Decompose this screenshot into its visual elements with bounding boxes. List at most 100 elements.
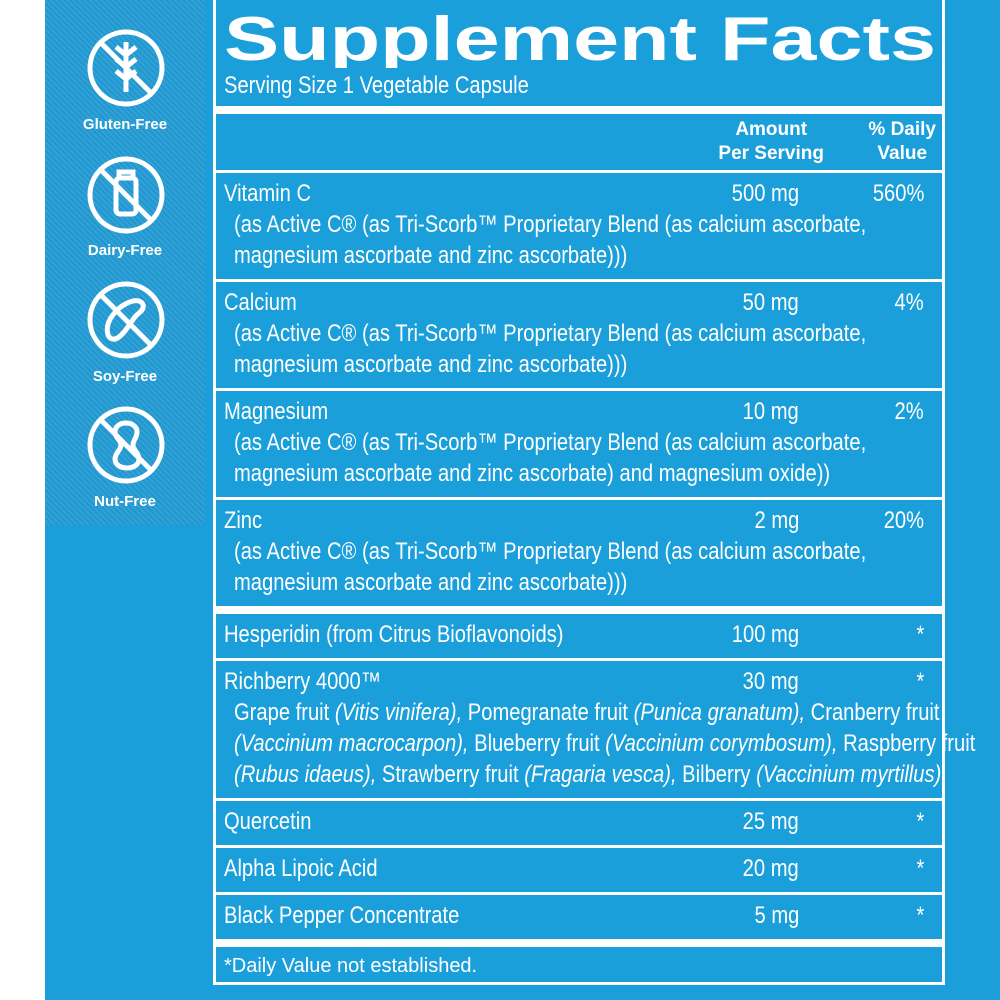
daily-value-text: * bbox=[916, 855, 924, 882]
description-segment: (Vaccinium myrtillus) bbox=[756, 761, 942, 788]
description-segment: (Vaccinium macrocarpon), bbox=[234, 730, 469, 757]
description-text: magnesium ascorbate and zinc ascorbate))… bbox=[234, 242, 628, 269]
description-segment: Pomegranate fruit bbox=[462, 699, 634, 726]
title: Supplement Facts bbox=[224, 5, 936, 68]
nutrient-row: Alpha Lipoic Acid 20 mg * bbox=[216, 848, 942, 895]
title-box: Supplement Facts bbox=[224, 5, 936, 68]
nutrient-name: Vitamin C bbox=[224, 179, 942, 209]
nutrient-name: Hesperidin (from Citrus Bioflavonoids) bbox=[224, 620, 942, 650]
footnote-text: *Daily Value not established. bbox=[224, 955, 478, 977]
description-segment: (Punica granatum), bbox=[633, 699, 806, 726]
nutrient-name: Magnesium bbox=[224, 397, 942, 427]
column-header: Amount Per Serving % Daily Value bbox=[216, 114, 942, 173]
description-segment: Cranberry fruit bbox=[805, 699, 940, 726]
gluten-icon bbox=[87, 29, 165, 107]
amount: 20 mg bbox=[732, 854, 799, 884]
description-text: (Vaccinium macrocarpon), Blueberry fruit… bbox=[234, 728, 975, 759]
amount-header: Amount Per Serving bbox=[718, 118, 824, 166]
nutrient-name-text: Vitamin C bbox=[224, 180, 312, 207]
daily-value-text: * bbox=[916, 808, 924, 835]
daily-value-text: * bbox=[916, 668, 924, 695]
nutrient-name: Richberry 4000™ bbox=[224, 667, 942, 697]
nutrient-row: Hesperidin (from Citrus Bioflavonoids) 10… bbox=[216, 614, 942, 661]
description-segment: (Vaccinium corymbosum), bbox=[605, 730, 838, 757]
dairy-icon bbox=[87, 156, 165, 234]
facts-panel: Supplement Facts Serving Size 1 Vegetabl… bbox=[213, 0, 975, 985]
amount: 2 mg bbox=[746, 506, 799, 536]
description-text: (as Active C® (as Tri-Scorb™ Proprietary… bbox=[234, 538, 867, 565]
amount-text: 100 mg bbox=[731, 621, 799, 648]
amount-text: 25 mg bbox=[742, 808, 799, 835]
description-segment: Raspberry fruit bbox=[837, 730, 976, 757]
description-line: (as Active C® (as Tri-Scorb™ Proprietary… bbox=[224, 536, 942, 567]
description-line: magnesium ascorbate and zinc ascorbate) … bbox=[224, 458, 942, 489]
facts-body: Vitamin C 500 mg 560% (as Active C® (as Tri… bbox=[216, 173, 975, 947]
description-line: Grape fruit (Vitis vinifera), Pomegranat… bbox=[224, 697, 942, 728]
daily-value: 560% bbox=[863, 179, 924, 209]
header-line: % Daily bbox=[868, 119, 936, 140]
daily-value-text: 4% bbox=[894, 289, 924, 316]
nutrient-name: Alpha Lipoic Acid bbox=[224, 854, 942, 884]
description-line: magnesium ascorbate and zinc ascorbate))… bbox=[224, 567, 942, 598]
amount-text: 10 mg bbox=[742, 398, 799, 425]
daily-value: 20% bbox=[876, 506, 924, 536]
daily-value-text: 20% bbox=[883, 507, 924, 534]
daily-value: 2% bbox=[889, 397, 924, 427]
amount: 500 mg bbox=[719, 179, 799, 209]
badge-icons bbox=[87, 29, 165, 484]
description-line: (Vaccinium macrocarpon), Blueberry fruit… bbox=[224, 728, 975, 759]
nutrient-row: Vitamin C 500 mg 560% (as Active C® (as Tri… bbox=[216, 173, 942, 282]
description-line: (Rubus idaeus), Strawberry fruit (Fragar… bbox=[224, 759, 942, 790]
description-segment: (Rubus idaeus), bbox=[234, 761, 377, 788]
nutrient-name-text: Magnesium bbox=[224, 398, 329, 425]
description-text: Grape fruit (Vitis vinifera), Pomegranat… bbox=[234, 697, 940, 728]
description-text: (as Active C® (as Tri-Scorb™ Proprietary… bbox=[234, 429, 867, 456]
daily-value: * bbox=[915, 854, 924, 884]
amount-text: 500 mg bbox=[731, 180, 799, 207]
description-segment: Blueberry fruit bbox=[468, 730, 606, 757]
description-text: (as Active C® (as Tri-Scorb™ Proprietary… bbox=[234, 211, 867, 238]
description-line: magnesium ascorbate and zinc ascorbate))… bbox=[224, 240, 942, 271]
nutrient-row: Zinc 2 mg 20% (as Active C® (as Tri-Scorb™ … bbox=[216, 500, 942, 606]
daily-value-text: * bbox=[916, 902, 924, 929]
nutrient-name: Quercetin bbox=[224, 807, 942, 837]
section: Vitamin C 500 mg 560% (as Active C® (as Tri… bbox=[216, 173, 942, 614]
description-segment: Strawberry fruit bbox=[376, 761, 525, 788]
serving-size: Serving Size 1 Vegetable Capsule bbox=[216, 68, 942, 114]
amount-text: 2 mg bbox=[754, 507, 799, 534]
description-text: magnesium ascorbate and zinc ascorbate))… bbox=[234, 569, 628, 596]
amount: 10 mg bbox=[732, 397, 799, 427]
description-text: magnesium ascorbate and zinc ascorbate))… bbox=[234, 351, 628, 378]
daily-value: * bbox=[915, 667, 924, 697]
amount-text: 50 mg bbox=[742, 289, 799, 316]
section: Hesperidin (from Citrus Bioflavonoids) 10… bbox=[216, 614, 975, 947]
nutrient-row: Richberry 4000™ 30 mg * Grape fruit (Vitis … bbox=[216, 661, 975, 801]
description-line: (as Active C® (as Tri-Scorb™ Proprietary… bbox=[224, 209, 942, 240]
description-segment: Bilberry bbox=[676, 761, 757, 788]
header-line: Amount bbox=[735, 119, 808, 140]
amount-text: 5 mg bbox=[754, 902, 799, 929]
amount: 5 mg bbox=[746, 901, 799, 931]
footnote: *Daily Value not established. bbox=[216, 947, 942, 978]
description-text: (as Active C® (as Tri-Scorb™ Proprietary… bbox=[234, 320, 867, 347]
description-segment: (Fragaria vesca), bbox=[524, 761, 677, 788]
soy-icon bbox=[87, 281, 165, 359]
description-line: (as Active C® (as Tri-Scorb™ Proprietary… bbox=[224, 318, 942, 349]
amount: 25 mg bbox=[732, 807, 799, 837]
amount-text: 20 mg bbox=[742, 855, 799, 882]
amount-text: 30 mg bbox=[742, 668, 799, 695]
daily-header: % Daily Value bbox=[868, 118, 936, 166]
badge-sidebar: Gluten-Free Dairy-Free Soy-Free Nut-Free bbox=[45, 0, 205, 525]
daily-value: * bbox=[915, 807, 924, 837]
nutrient-name-text: Quercetin bbox=[224, 808, 312, 835]
header-line: Per Serving bbox=[718, 143, 824, 164]
serving-size-text: Serving Size 1 Vegetable Capsule bbox=[224, 72, 529, 99]
badge-label: Gluten-Free bbox=[82, 116, 168, 133]
daily-value: 4% bbox=[889, 288, 924, 318]
nutrient-name-text: Alpha Lipoic Acid bbox=[224, 855, 378, 882]
nutrient-row: Quercetin 25 mg * bbox=[216, 801, 942, 848]
description-segment: Grape fruit bbox=[234, 699, 335, 726]
header-line: Value bbox=[877, 143, 928, 164]
nutrient-name: Black Pepper Concentrate bbox=[224, 901, 942, 931]
